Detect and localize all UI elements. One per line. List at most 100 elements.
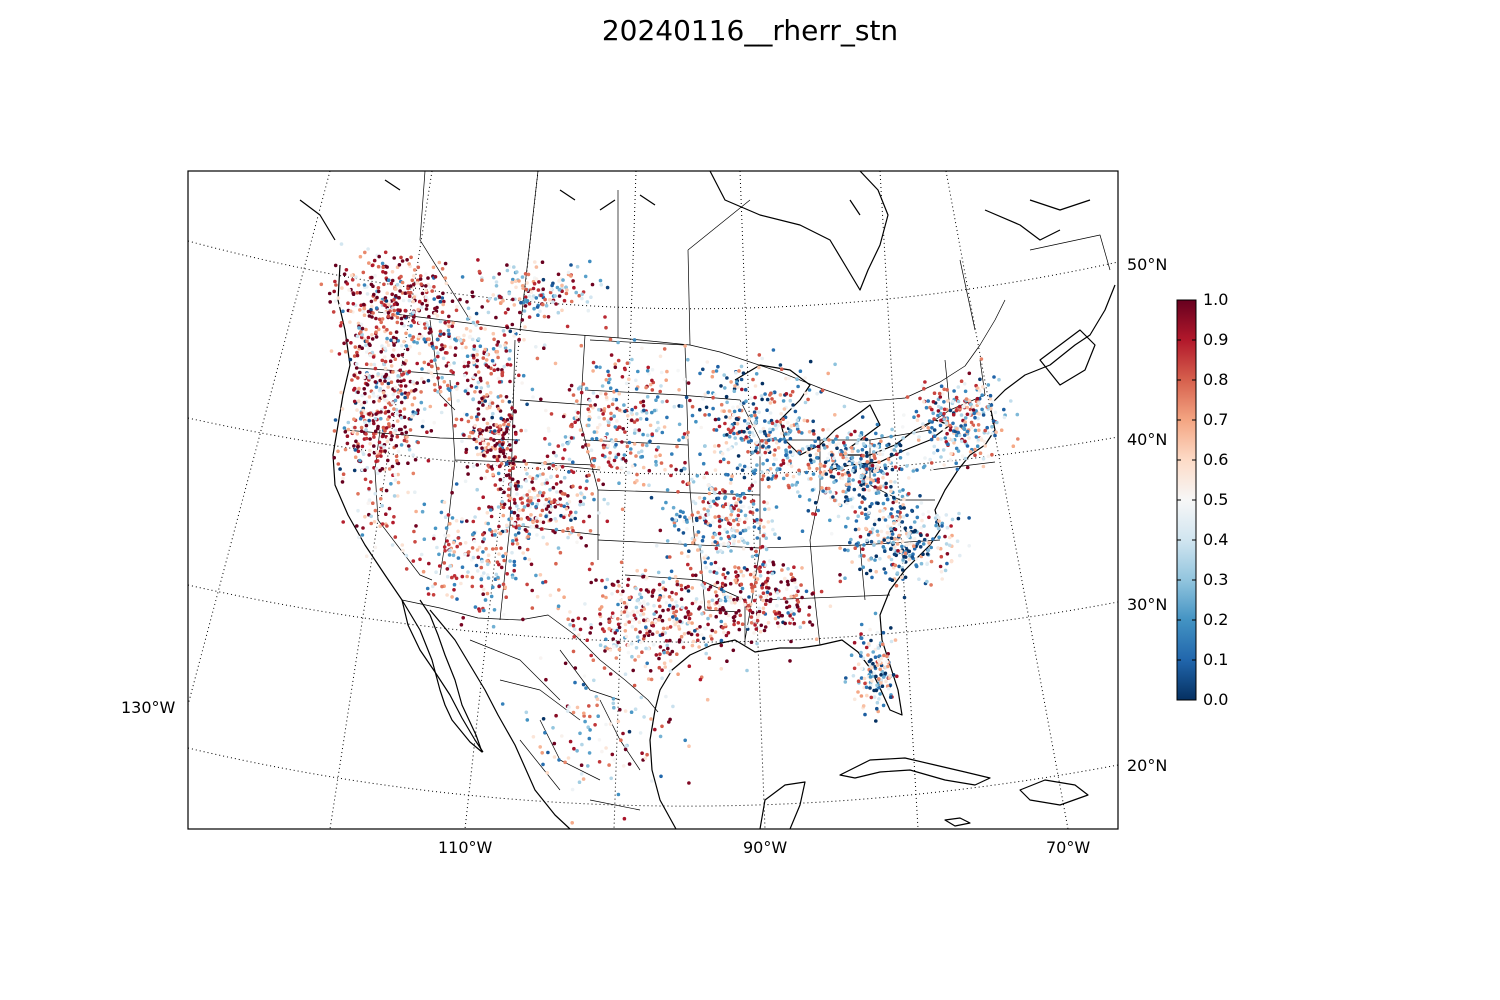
station-point (533, 260, 537, 264)
station-point (443, 533, 447, 538)
station-point (849, 653, 854, 657)
station-point (575, 540, 579, 545)
station-point (373, 416, 378, 421)
station-point (608, 463, 612, 468)
station-point (424, 295, 428, 300)
colorbar-ticks (1177, 299, 1196, 701)
station-point (716, 364, 720, 369)
station-point (400, 431, 404, 436)
station-point (600, 578, 604, 583)
station-point (641, 612, 646, 616)
station-point (761, 591, 766, 595)
station-point (732, 389, 737, 394)
station-point (667, 576, 672, 581)
station-point (785, 473, 789, 478)
station-point (837, 502, 842, 507)
station-point (838, 573, 842, 577)
station-point (439, 410, 444, 415)
station-point (455, 381, 460, 386)
station-point (1016, 437, 1020, 441)
station-point (372, 435, 376, 439)
station-point (400, 259, 405, 263)
station-point (426, 362, 431, 367)
station-point (722, 373, 726, 377)
station-point (995, 420, 999, 425)
station-point (764, 536, 768, 540)
station-point (864, 645, 869, 650)
station-point (717, 604, 722, 608)
station-point (511, 277, 515, 282)
station-point (721, 572, 725, 577)
station-point (579, 491, 583, 496)
station-point (675, 652, 679, 656)
station-point (412, 396, 417, 400)
station-point (813, 500, 818, 505)
station-point (671, 615, 675, 619)
station-point (374, 385, 379, 389)
station-point (734, 570, 738, 574)
station-point (580, 296, 584, 301)
station-point (529, 562, 534, 567)
station-point (769, 477, 774, 481)
station-point (832, 480, 836, 485)
station-point (386, 385, 391, 389)
station-point (617, 391, 621, 396)
station-point (362, 283, 367, 287)
station-point (589, 623, 593, 627)
station-point (907, 549, 912, 554)
station-point (859, 622, 864, 627)
station-point (873, 469, 877, 474)
station-point (506, 422, 511, 427)
station-point (870, 665, 874, 670)
station-point (549, 475, 553, 480)
station-point (632, 338, 637, 342)
station-point (828, 518, 832, 523)
station-point (505, 427, 509, 431)
station-point (875, 700, 880, 705)
station-point (367, 498, 372, 502)
station-point (385, 336, 389, 341)
station-point (657, 665, 662, 670)
station-point (546, 459, 551, 464)
station-point (973, 447, 977, 452)
station-point (396, 395, 400, 399)
station-point (770, 421, 775, 426)
station-point (534, 573, 538, 578)
station-point (861, 641, 866, 645)
station-point (590, 492, 594, 496)
station-point (799, 583, 803, 587)
station-point (1011, 444, 1016, 449)
station-point (438, 389, 443, 394)
station-point (587, 415, 592, 419)
station-point (390, 278, 395, 283)
station-point (900, 539, 905, 544)
station-point (779, 463, 783, 467)
station-point (725, 595, 730, 599)
station-point (780, 613, 784, 618)
station-point (675, 579, 679, 584)
station-point (708, 499, 713, 504)
station-point (363, 420, 367, 425)
station-point (681, 480, 685, 484)
station-point (471, 519, 476, 524)
station-point (519, 485, 524, 489)
station-point (741, 573, 746, 578)
station-point (883, 518, 888, 522)
station-point (843, 451, 848, 456)
station-point (761, 598, 765, 603)
station-point (392, 256, 397, 260)
station-point (436, 351, 440, 355)
station-point (564, 291, 569, 296)
station-point (781, 417, 785, 422)
station-point (462, 333, 466, 338)
station-point (937, 535, 941, 540)
station-point (607, 456, 612, 461)
station-point (684, 435, 689, 440)
station-point (923, 456, 927, 460)
station-point (732, 619, 736, 623)
station-point (961, 426, 966, 430)
station-point (567, 388, 572, 392)
station-point (641, 399, 646, 404)
station-point (522, 300, 526, 305)
station-point (494, 280, 499, 284)
